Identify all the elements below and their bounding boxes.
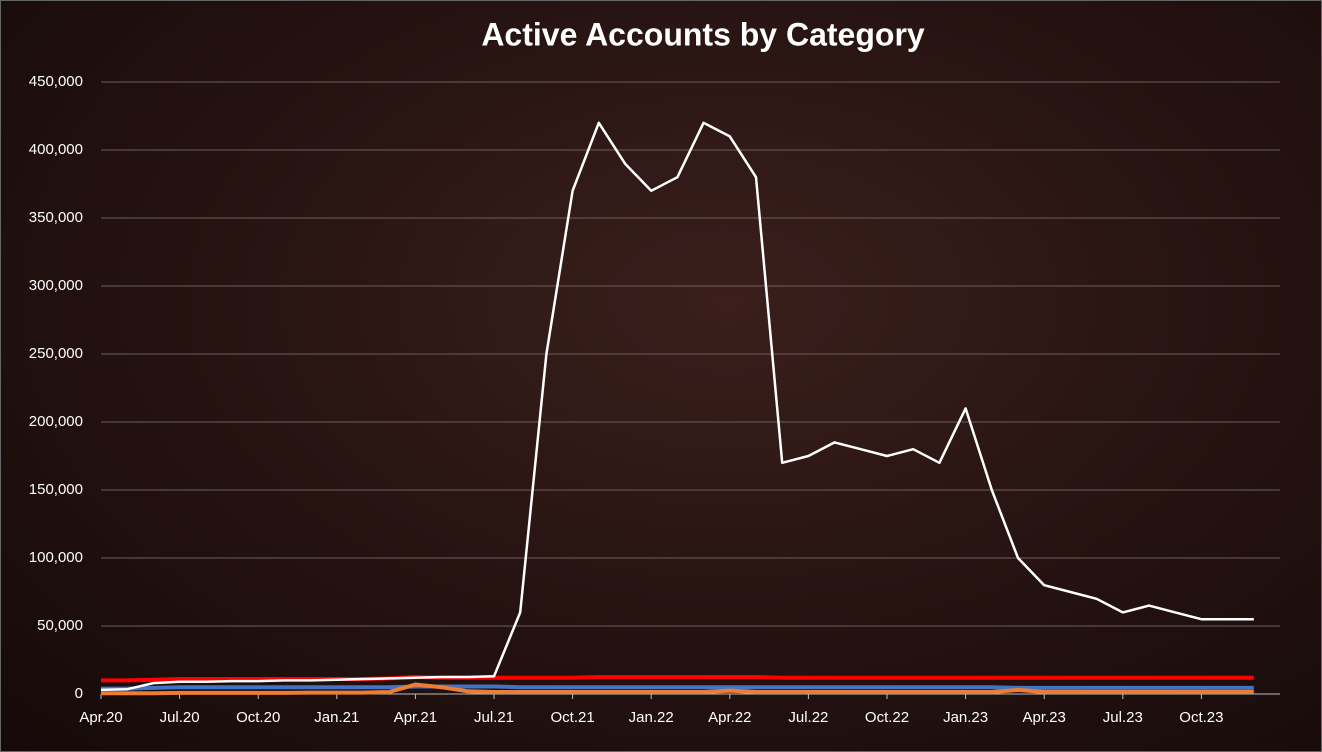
y-tick-label: 150,000 [29,481,83,498]
x-tick-label: Apr.23 [1023,709,1066,726]
y-tick-label: 400,000 [29,141,83,158]
x-tick-label: Apr.22 [708,709,751,726]
x-tick-label: Jul.21 [474,709,514,726]
chart-title: Active Accounts by Category [481,16,925,52]
x-tick-label: Apr.21 [394,709,437,726]
y-tick-label: 200,000 [29,413,83,430]
y-tick-label: 450,000 [29,73,83,90]
x-tick-label: Oct.21 [551,709,595,726]
y-tick-label: 350,000 [29,209,83,226]
y-tick-label: 100,000 [29,549,83,566]
x-tick-label: Oct.22 [865,709,909,726]
series-line [100,121,1254,692]
x-tick-label: Oct.23 [1179,709,1223,726]
series-line [101,675,1254,683]
y-tick-label: 50,000 [37,617,83,634]
x-tick-label: Jan.21 [314,709,359,726]
x-tick-label: Jan.23 [943,709,988,726]
series-line [101,684,1254,691]
x-tick-label: Jul.22 [788,709,828,726]
x-tick-label: Jul.20 [160,709,200,726]
x-tick-label: Apr.20 [79,709,122,726]
y-tick-label: 300,000 [29,277,83,294]
x-tick-label: Jan.22 [629,709,674,726]
y-tick-label: 250,000 [29,345,83,362]
y-tick-label: 0 [75,685,83,702]
x-tick-label: Jul.23 [1103,709,1143,726]
series-line [101,682,1254,696]
x-tick-label: Oct.20 [236,709,280,726]
